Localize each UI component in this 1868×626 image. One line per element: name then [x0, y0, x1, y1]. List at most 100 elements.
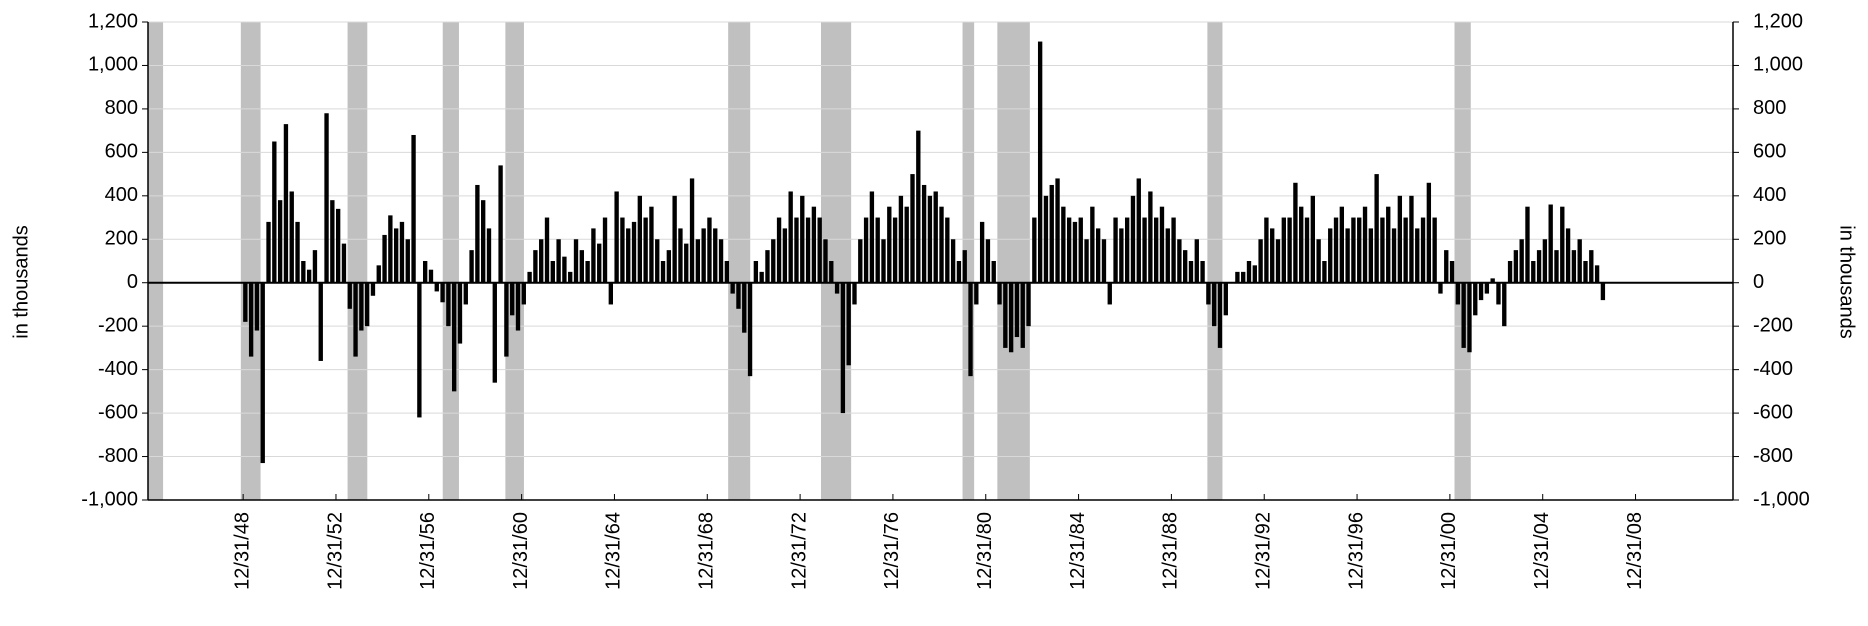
bar — [1374, 174, 1379, 283]
bar — [794, 217, 799, 283]
bar — [1043, 195, 1049, 283]
bar — [301, 261, 306, 283]
bar — [1548, 204, 1553, 283]
bar — [1206, 282, 1211, 305]
bar — [411, 134, 416, 283]
bar — [1072, 221, 1078, 283]
bar — [660, 261, 666, 283]
bar — [858, 239, 863, 283]
bar — [353, 282, 358, 357]
bar — [486, 228, 492, 283]
bar — [846, 282, 851, 366]
bar — [1183, 250, 1188, 283]
shaded-period — [347, 22, 368, 500]
bar — [533, 250, 538, 283]
bar — [945, 217, 950, 283]
bar — [1519, 239, 1524, 283]
bar — [1078, 217, 1083, 283]
bar — [1119, 228, 1124, 283]
bar — [1142, 217, 1147, 283]
x-tick-label: 12/31/68 — [696, 512, 718, 590]
bar — [539, 239, 544, 283]
bar — [968, 282, 973, 377]
bar — [1444, 250, 1449, 283]
bar — [765, 250, 770, 283]
bar — [1130, 195, 1136, 283]
bar — [370, 282, 376, 296]
bar — [1293, 182, 1298, 283]
bar — [1090, 206, 1095, 283]
bar — [1560, 206, 1565, 283]
bar — [637, 195, 643, 283]
bar — [277, 200, 283, 283]
bar — [689, 178, 695, 283]
bar — [1333, 217, 1339, 283]
bar — [997, 282, 1002, 305]
bar — [1449, 261, 1455, 283]
shaded-period — [148, 22, 164, 500]
bar — [904, 206, 909, 283]
bar — [417, 282, 422, 418]
y2-tick-label: -200 — [1753, 314, 1793, 336]
bar — [550, 261, 555, 283]
bar — [1328, 228, 1333, 283]
y2-tick-label: 600 — [1753, 141, 1786, 163]
bar — [649, 206, 654, 283]
bar — [1113, 217, 1118, 283]
bar — [927, 195, 933, 283]
y2-tick-label: -800 — [1753, 445, 1793, 467]
bar — [1014, 282, 1020, 338]
bar — [1241, 271, 1246, 283]
bar — [1217, 282, 1223, 348]
bar — [295, 221, 300, 283]
bar — [1148, 191, 1153, 283]
bar — [1252, 265, 1257, 283]
bar — [643, 217, 648, 283]
y2-tick-label: 800 — [1753, 97, 1786, 119]
bar — [1438, 282, 1443, 294]
x-tick-label: 12/31/80 — [974, 512, 996, 590]
bar — [1432, 217, 1437, 283]
y-tick-label: 400 — [105, 184, 138, 206]
bar — [1496, 282, 1501, 305]
bar — [1177, 239, 1182, 283]
bar — [753, 261, 759, 283]
bar — [1159, 206, 1165, 283]
bar — [1589, 250, 1594, 283]
bar — [405, 239, 410, 283]
bar — [672, 195, 677, 283]
bar — [243, 282, 248, 322]
bar — [1507, 261, 1513, 283]
bar — [1270, 228, 1275, 283]
bar — [1542, 239, 1548, 283]
bar — [863, 217, 869, 283]
bar — [742, 282, 747, 333]
bar — [1322, 261, 1327, 283]
y2-tick-label: 200 — [1753, 228, 1786, 250]
bar — [248, 282, 254, 357]
bar — [747, 282, 753, 377]
x-tick-label: 12/31/00 — [1438, 512, 1460, 590]
bar — [1136, 178, 1141, 283]
bar — [916, 130, 921, 283]
bar — [1299, 206, 1304, 283]
x-tick-label: 12/31/60 — [510, 512, 532, 590]
x-tick-label: 12/31/76 — [881, 512, 903, 590]
bar — [1020, 282, 1025, 348]
bar — [1165, 228, 1170, 283]
bar — [341, 243, 347, 283]
bar — [254, 282, 260, 331]
bar — [440, 282, 445, 303]
bar — [1032, 217, 1037, 283]
x-tick-label: 12/31/92 — [1253, 512, 1275, 590]
bar — [1362, 206, 1368, 283]
y-tick-label: -1,000 — [81, 488, 138, 510]
bar — [324, 113, 329, 283]
bar — [428, 269, 434, 283]
bar — [515, 282, 521, 331]
shaded-period — [728, 22, 751, 500]
bar — [631, 221, 637, 283]
bar — [1600, 282, 1606, 301]
y2-tick-label: -600 — [1753, 401, 1793, 423]
bar — [1478, 282, 1484, 301]
